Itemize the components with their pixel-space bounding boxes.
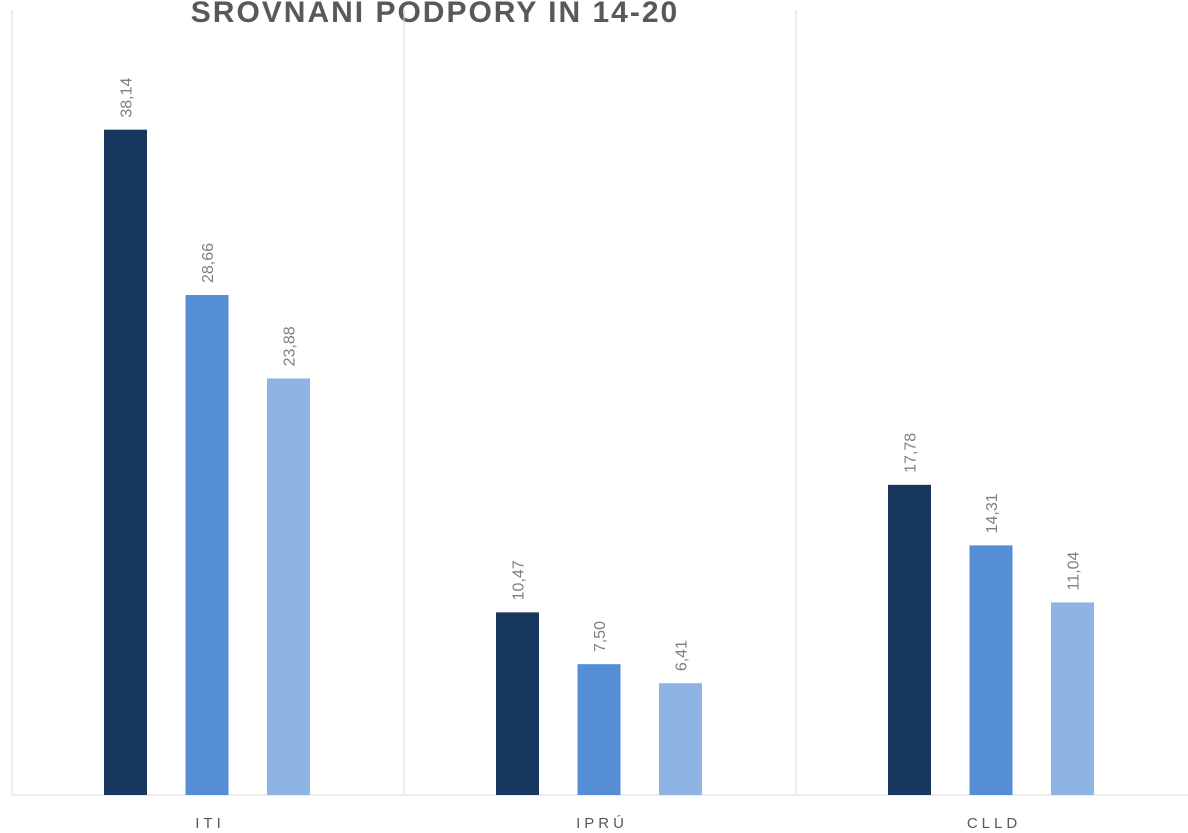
bar	[185, 295, 229, 795]
data-label: 17,78	[903, 433, 920, 473]
bar	[888, 484, 931, 795]
bar	[496, 612, 539, 795]
x-tick-label: ITI	[195, 815, 225, 832]
bar	[577, 664, 621, 795]
data-label: 7,50	[592, 621, 609, 652]
x-tick-label: IPRÚ	[576, 815, 628, 832]
data-label: 28,66	[200, 243, 217, 283]
bar	[267, 378, 310, 795]
bar	[104, 129, 147, 795]
bar	[659, 683, 702, 795]
data-label: 11,04	[1066, 551, 1083, 590]
x-tick-label: CLLD	[967, 815, 1021, 832]
data-label: 14,31	[984, 493, 1001, 533]
bar	[969, 545, 1013, 795]
chart-title: SROVNÁNÍ PODPORY IN 14-20	[191, 0, 679, 29]
data-label: 23,88	[282, 326, 299, 366]
data-label: 10,47	[511, 560, 528, 600]
data-label: 6,41	[674, 640, 691, 671]
bar	[1051, 602, 1094, 795]
data-label: 38,14	[119, 78, 136, 118]
